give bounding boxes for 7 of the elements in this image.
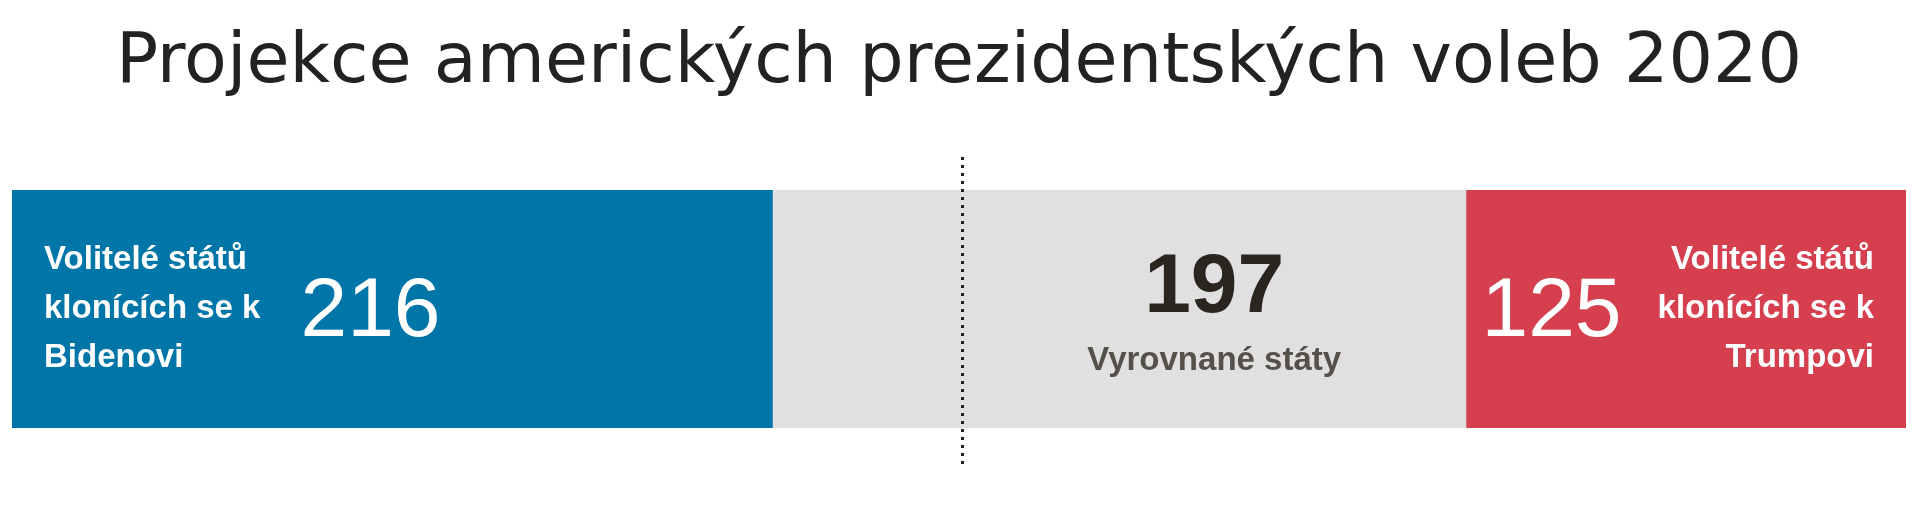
- data-label: 197: [1144, 236, 1285, 331]
- series-label: Volitelé států klonících se k Trumpovi: [1657, 239, 1875, 375]
- series-label: Vyrovnané státy: [1087, 340, 1342, 378]
- series-label: Volitelé států klonících se k Bidenovi: [44, 239, 262, 375]
- data-label: 125: [1481, 260, 1622, 355]
- chart-title: Projekce amerických prezidentských voleb 2020: [115, 17, 1803, 100]
- data-label: 216: [300, 260, 441, 355]
